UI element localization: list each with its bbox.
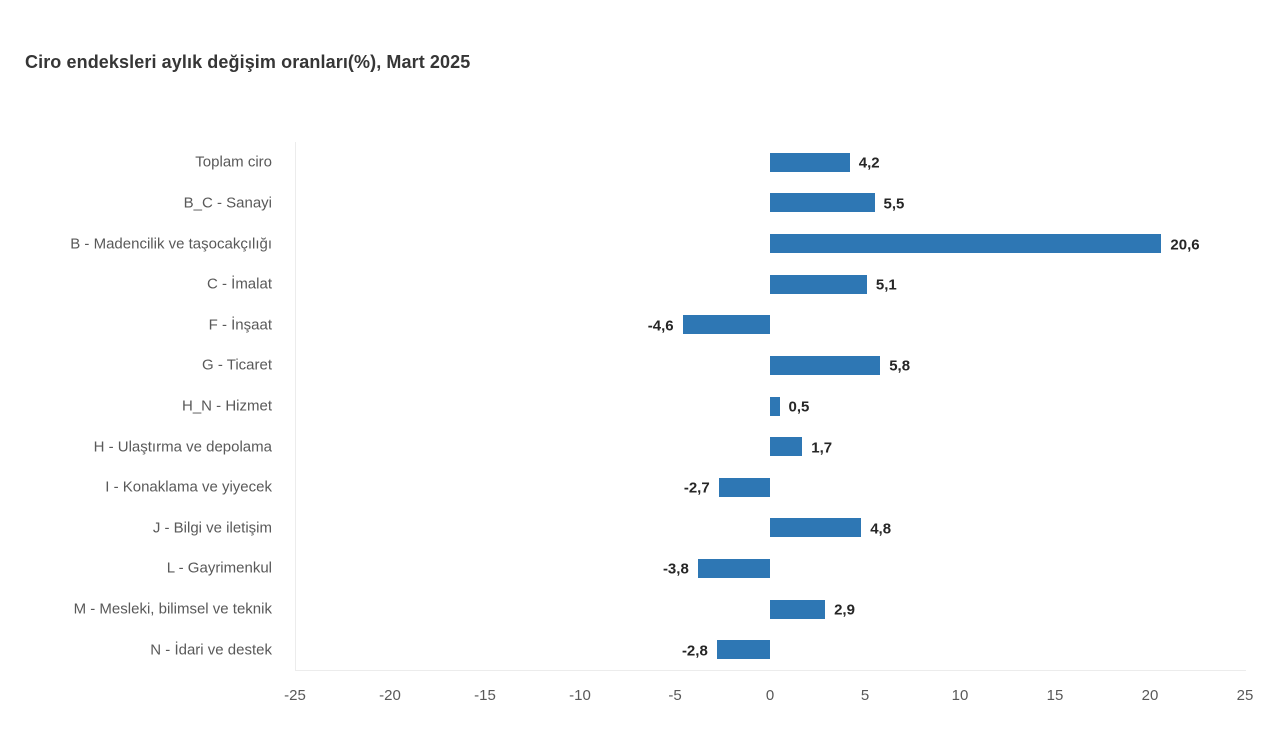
bar <box>770 599 826 619</box>
value-label: -3,8 <box>662 560 689 578</box>
value-label: 5,1 <box>875 276 897 294</box>
bar <box>770 437 803 457</box>
x-tick-label: -10 <box>569 687 591 704</box>
category-label: F - İnşaat <box>208 316 272 334</box>
category-label: Toplam ciro <box>195 153 272 171</box>
value-label: 20,6 <box>1170 236 1200 254</box>
value-label: 2,9 <box>834 601 855 619</box>
category-label: I - Konaklama ve yiyecek <box>105 478 272 496</box>
value-label: 4,8 <box>870 520 892 538</box>
value-label: 1,7 <box>811 439 833 457</box>
category-label: G - Ticaret <box>201 356 272 374</box>
value-label: 5,5 <box>883 195 905 213</box>
x-tick-label: 20 <box>1141 687 1159 704</box>
plot-area <box>295 142 1246 671</box>
x-tick-label: 5 <box>860 687 870 704</box>
x-tick-label: -20 <box>379 687 401 704</box>
category-label: L - Gayrimenkul <box>166 559 272 577</box>
x-tick-label: -25 <box>284 687 306 704</box>
bar <box>716 640 770 660</box>
x-tick-label: -5 <box>668 687 682 704</box>
bar <box>770 234 1162 254</box>
chart-title: Ciro endeksleri aylık değişim oranları(%… <box>25 52 471 72</box>
value-label: -2,7 <box>683 479 710 497</box>
x-tick-label: 10 <box>951 687 969 704</box>
bar <box>770 274 867 294</box>
x-tick-label: 0 <box>765 687 775 704</box>
category-label: J - Bilgi ve iletişim <box>152 519 272 537</box>
x-tick-label: 15 <box>1046 687 1064 704</box>
bar <box>697 558 770 578</box>
x-tick-label: -15 <box>474 687 496 704</box>
value-label: -2,8 <box>681 642 708 660</box>
bar <box>770 193 875 213</box>
x-tick-label: 25 <box>1236 687 1254 704</box>
category-label: H_N - Hizmet <box>181 397 272 415</box>
value-label: 5,8 <box>889 357 911 375</box>
bar <box>770 355 881 375</box>
value-label: -4,6 <box>647 317 674 335</box>
category-label: M - Mesleki, bilimsel ve teknik <box>73 600 272 618</box>
bar <box>770 518 862 538</box>
bar <box>682 315 770 335</box>
category-label: B - Madencilik ve taşocakçılığı <box>70 235 272 253</box>
bar <box>718 477 770 497</box>
category-label: B_C - Sanayi <box>183 194 272 212</box>
value-label: 4,2 <box>858 154 880 172</box>
bar <box>770 396 780 416</box>
category-label: N - İdari ve destek <box>150 641 272 659</box>
bar <box>770 152 850 172</box>
value-label: 0,5 <box>788 398 810 416</box>
category-label: C - İmalat <box>206 275 272 293</box>
category-label: H - Ulaştırma ve depolama <box>93 438 272 456</box>
